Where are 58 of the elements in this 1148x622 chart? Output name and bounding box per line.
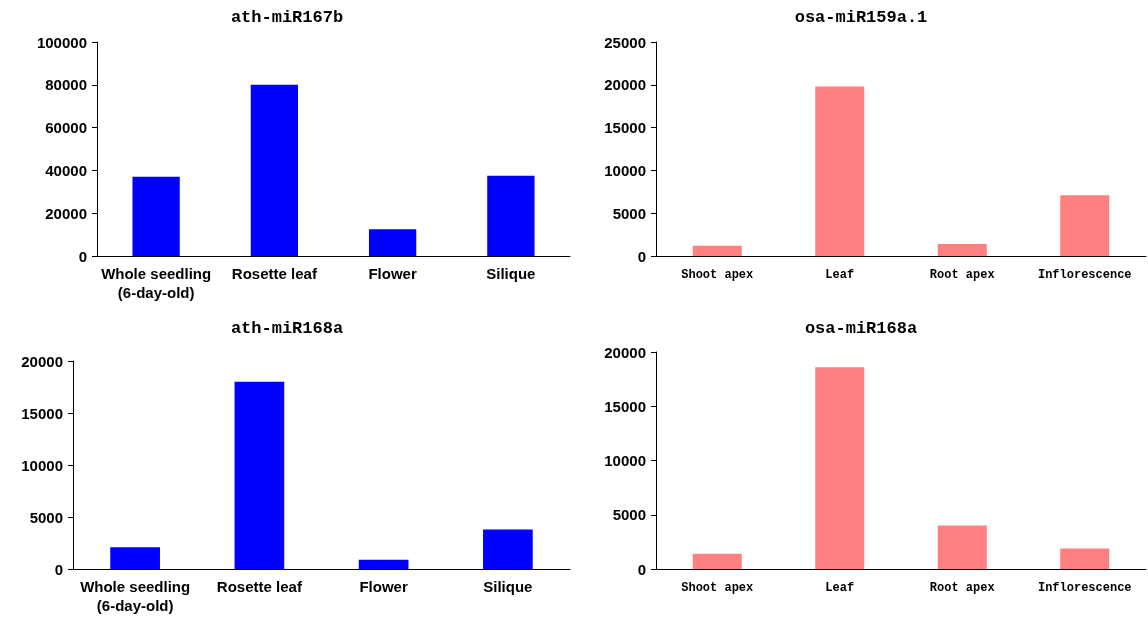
- x-tick-label: Inflorescence: [1037, 267, 1132, 282]
- y-tick-label: 0: [78, 247, 87, 265]
- y-tick-label: 25000: [604, 33, 646, 51]
- bar: [692, 553, 742, 569]
- x-tick-label: Rosette leaf: [216, 578, 303, 595]
- y-tick-label: 10000: [21, 456, 63, 474]
- bar: [937, 244, 987, 256]
- y-tick-label: 0: [54, 560, 63, 578]
- y-tick-label: 60000: [45, 119, 87, 137]
- y-tick-label: 10000: [604, 161, 646, 179]
- x-tick-label: Leaf: [825, 580, 855, 595]
- y-tick-label: 20000: [604, 343, 646, 361]
- bar: [110, 547, 160, 569]
- x-tick-label: Flower: [368, 265, 417, 282]
- x-tick-label: Leaf: [825, 267, 855, 282]
- y-tick-label: 10000: [604, 452, 646, 469]
- x-tick-label: Whole seedling (6-day-old): [101, 265, 212, 301]
- bar: [1060, 548, 1110, 569]
- y-tick-label: 20000: [45, 204, 87, 222]
- chart-title: ath-miR167b: [230, 8, 344, 27]
- bar: [815, 367, 865, 569]
- y-tick-label: 20000: [604, 76, 646, 94]
- y-tick-label: 40000: [45, 161, 87, 179]
- y-tick-label: 20000: [21, 352, 63, 370]
- chart-title: ath-miR168a: [230, 319, 344, 338]
- y-tick-label: 100000: [36, 33, 87, 51]
- bar: [815, 86, 865, 256]
- bar: [234, 381, 285, 569]
- x-tick-label: Whole seedling (6-day-old): [80, 578, 191, 614]
- bar: [250, 84, 299, 256]
- y-tick-label: 80000: [45, 76, 87, 94]
- bar: [937, 525, 987, 569]
- x-tick-label: Flower: [359, 578, 408, 595]
- bar: [1060, 195, 1110, 256]
- bar: [368, 229, 417, 256]
- y-tick-label: 5000: [612, 204, 646, 222]
- x-tick-label: Rosette leaf: [231, 265, 318, 282]
- y-tick-label: 15000: [21, 404, 63, 422]
- chart-title: osa-miR159a.1: [794, 8, 928, 27]
- y-tick-label: 15000: [604, 397, 646, 415]
- x-tick-label: Shoot apex: [681, 267, 754, 282]
- bar: [483, 529, 533, 569]
- y-tick-label: 5000: [612, 506, 646, 524]
- bar: [132, 176, 180, 256]
- y-tick-label: 0: [637, 560, 646, 578]
- y-tick-label: 5000: [29, 508, 63, 526]
- x-tick-label: Shoot apex: [681, 580, 754, 595]
- y-tick-label: 15000: [604, 119, 646, 137]
- x-tick-label: Root apex: [929, 580, 995, 595]
- bar: [692, 245, 742, 256]
- y-tick-label: 0: [637, 247, 646, 265]
- x-tick-label: Root apex: [929, 267, 995, 282]
- x-tick-label: Silique: [486, 265, 536, 282]
- x-tick-label: Inflorescence: [1037, 580, 1132, 595]
- bar: [358, 559, 409, 569]
- x-tick-label: Silique: [483, 578, 533, 595]
- chart-title: osa-miR168a: [804, 319, 918, 338]
- bar: [487, 175, 535, 256]
